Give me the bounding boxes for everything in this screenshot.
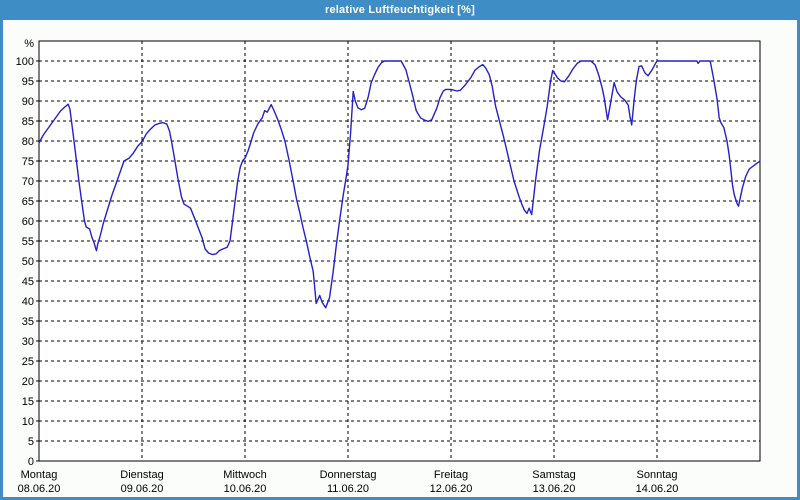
x-date-label: 09.06.20 — [121, 483, 164, 495]
y-tick-label: 50 — [22, 256, 34, 268]
y-tick-label: 75 — [22, 156, 34, 168]
x-date-label: 12.06.20 — [430, 483, 473, 495]
y-tick-label: 15 — [22, 396, 34, 408]
y-axis-unit-label: % — [24, 38, 34, 50]
y-tick-label: 60 — [22, 216, 34, 228]
y-tick-label: 90 — [22, 96, 34, 108]
y-tick-label: 0 — [28, 456, 34, 468]
y-tick-label: 40 — [22, 296, 34, 308]
x-date-label: 08.06.20 — [18, 483, 61, 495]
y-tick-label: 55 — [22, 236, 34, 248]
x-day-label: Donnerstag — [320, 469, 377, 481]
y-tick-label: 25 — [22, 356, 34, 368]
y-tick-label: 70 — [22, 176, 34, 188]
chart-title: relative Luftfeuchtigkeit [%] — [324, 4, 476, 16]
y-tick-label: 35 — [22, 316, 34, 328]
x-day-label: Sonntag — [637, 469, 678, 481]
title-bar: relative Luftfeuchtigkeit [%] — [0, 0, 800, 20]
x-date-label: 11.06.20 — [327, 483, 369, 495]
y-tick-label: 100 — [16, 56, 34, 68]
y-tick-label: 20 — [22, 376, 34, 388]
y-tick-label: 85 — [22, 116, 34, 128]
x-day-label: Dienstag — [120, 469, 163, 481]
y-tick-label: 95 — [22, 76, 34, 88]
y-tick-label: 30 — [22, 336, 34, 348]
y-tick-label: 45 — [22, 276, 34, 288]
x-day-label: Montag — [21, 469, 58, 481]
y-tick-label: 5 — [28, 436, 34, 448]
x-date-label: 14.06.20 — [636, 483, 679, 495]
plot-area — [39, 41, 760, 461]
x-day-label: Mittwoch — [223, 469, 266, 481]
x-date-label: 10.06.20 — [224, 483, 267, 495]
humidity-series-line — [38, 60, 761, 309]
y-tick-label: 10 — [22, 416, 34, 428]
y-tick-label: 80 — [22, 136, 34, 148]
y-tick-label: 65 — [22, 196, 34, 208]
x-day-label: Samstag — [532, 469, 575, 481]
x-date-label: 13.06.20 — [533, 483, 576, 495]
x-day-label: Freitag — [434, 469, 468, 481]
plot-border — [38, 40, 761, 462]
